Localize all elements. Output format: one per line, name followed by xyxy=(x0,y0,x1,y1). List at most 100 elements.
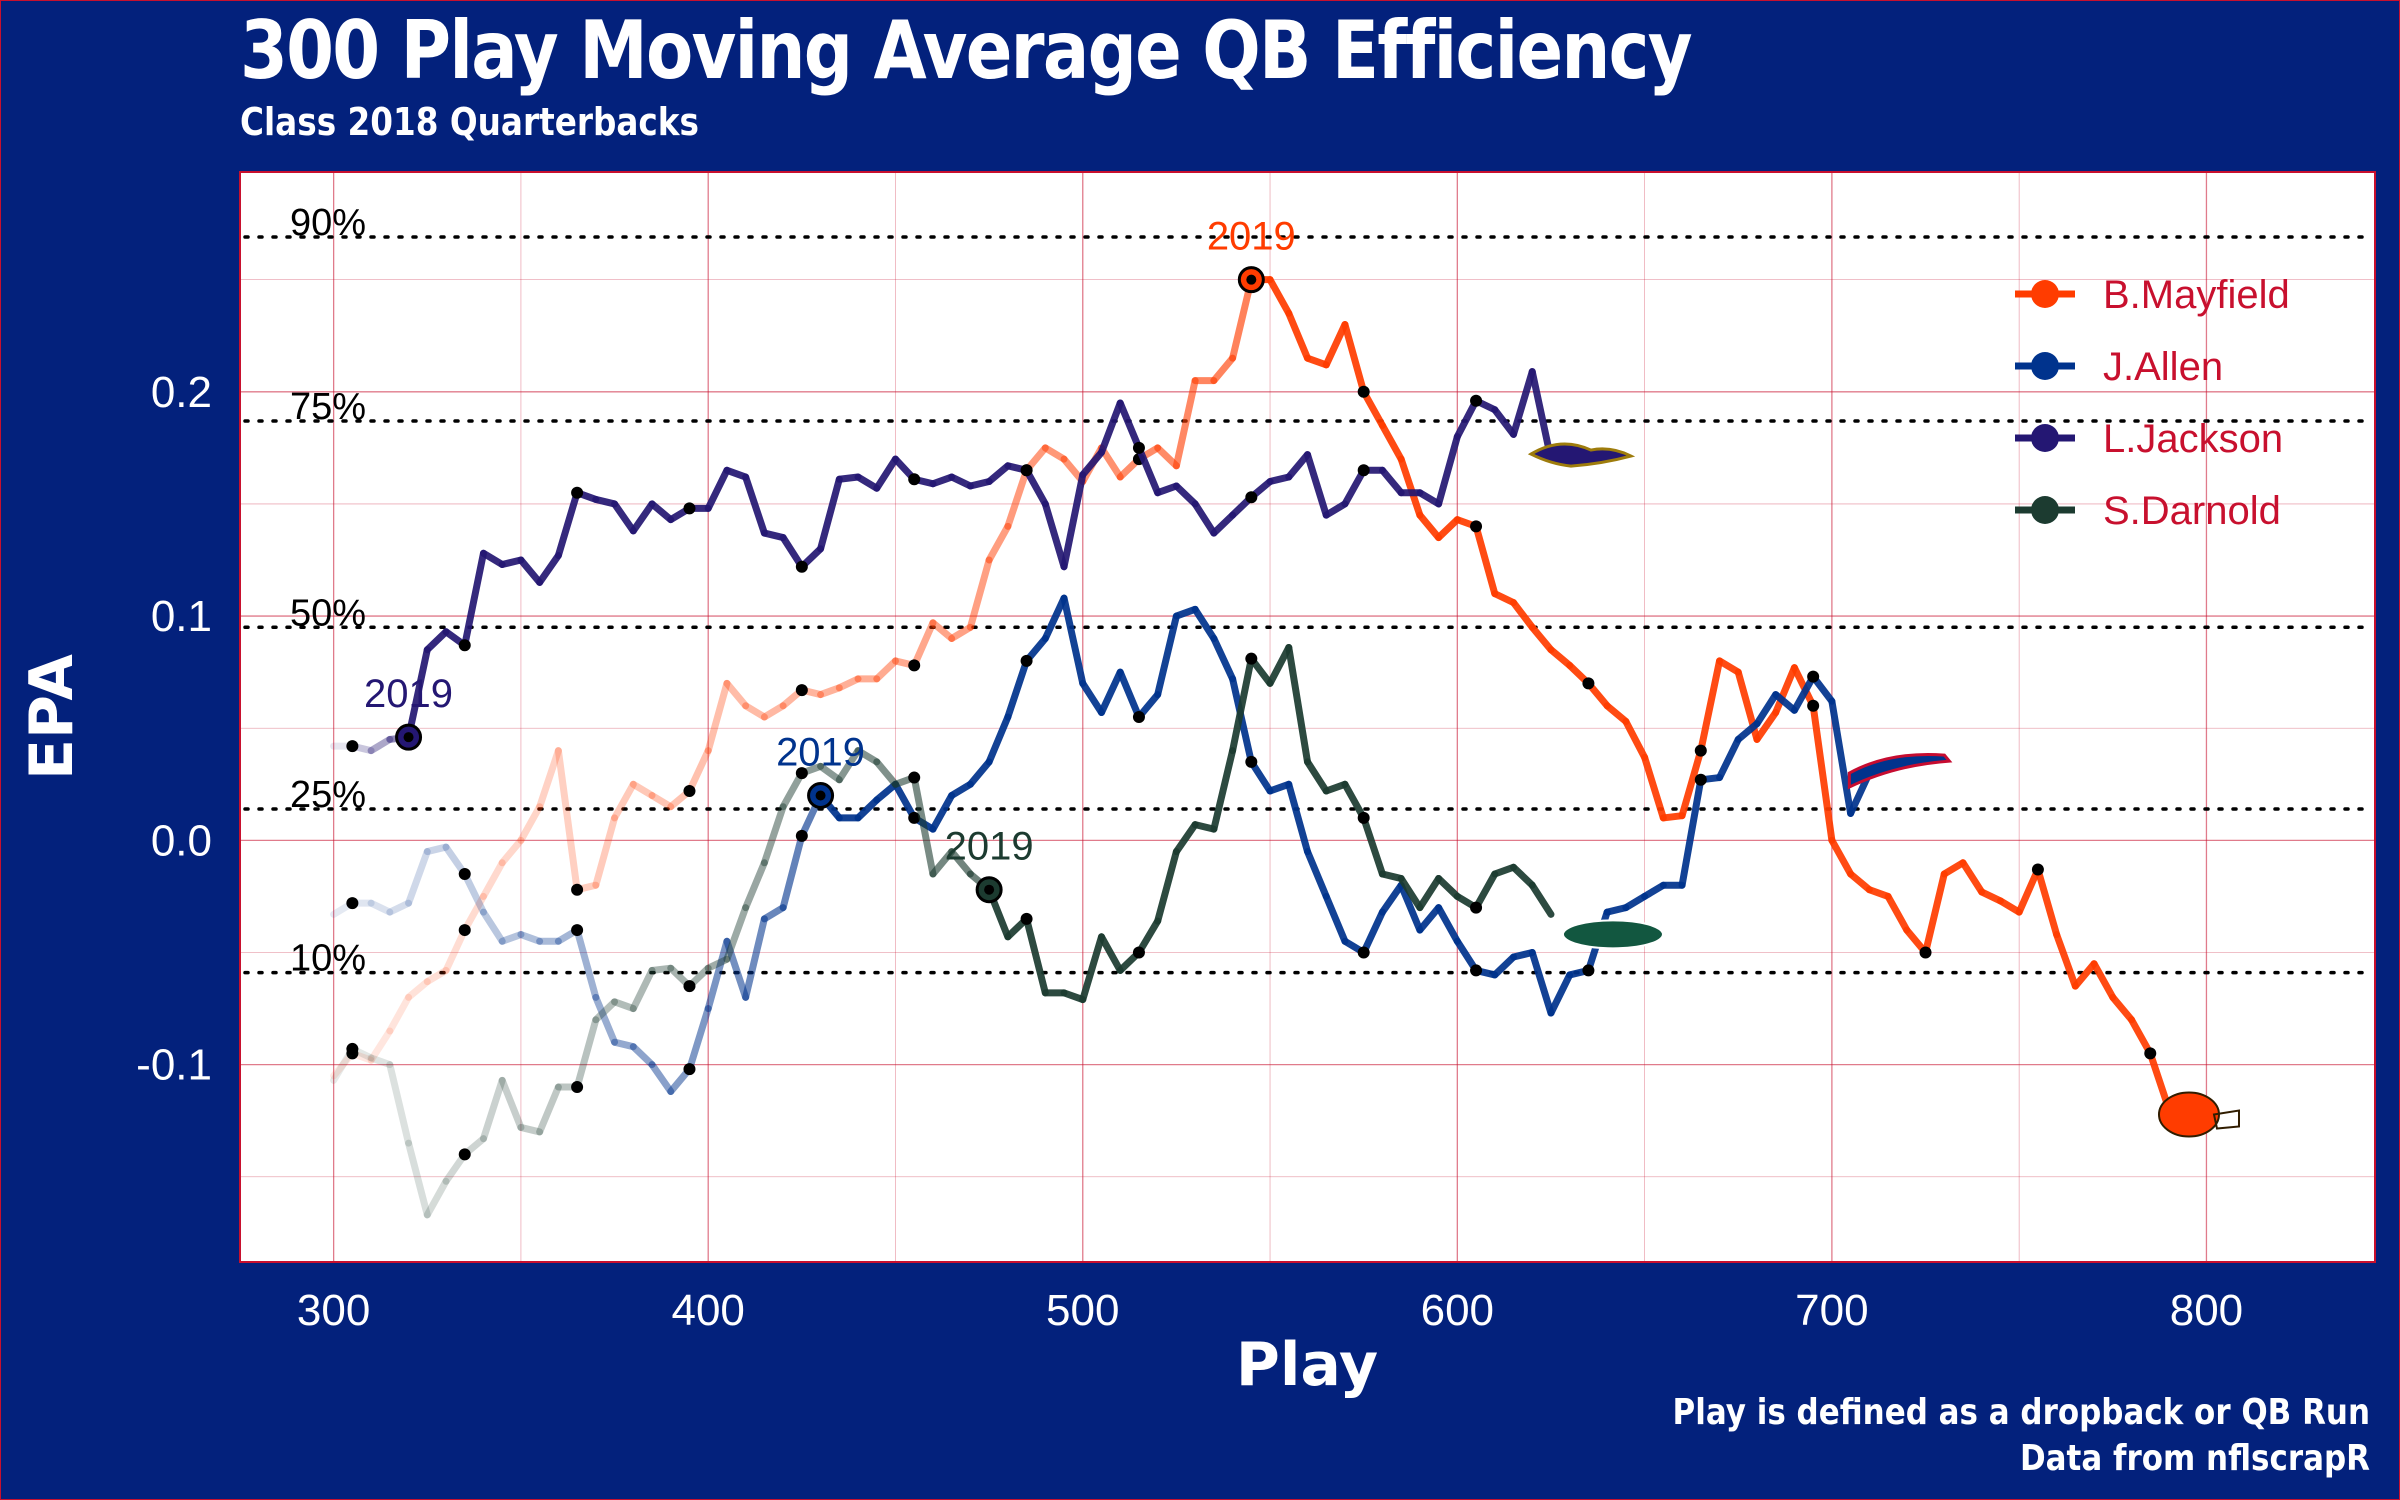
series-segment-b-mayfield xyxy=(1472,522,1499,598)
caption-line-2: Data from nflscrapR xyxy=(2019,1438,2370,1479)
series-segment-b-mayfield xyxy=(1528,623,1555,654)
caption-line-1: Play is defined as a dropback or QB Run xyxy=(1672,1392,2370,1433)
season-marker-dot xyxy=(403,732,414,743)
series-segment-l-jackson xyxy=(1322,500,1349,519)
series-segment-l-jackson xyxy=(461,549,487,649)
series-segment-l-jackson xyxy=(704,466,731,512)
play-dot xyxy=(795,767,808,780)
series-segment-s-darnold xyxy=(330,1045,356,1084)
series-segment-l-jackson xyxy=(817,475,843,553)
series-segment-j-allen xyxy=(1491,953,1518,979)
series-segment-j-allen xyxy=(1210,635,1237,683)
play-dot xyxy=(1357,946,1370,959)
series-segment-s-darnold xyxy=(1304,758,1330,795)
play-dot xyxy=(1020,464,1033,477)
series-segment-b-mayfield xyxy=(723,679,750,710)
series-segment-b-mayfield xyxy=(1397,455,1424,519)
series-segment-j-allen xyxy=(760,904,787,923)
series-segment-l-jackson xyxy=(554,489,581,560)
series-segment-j-allen xyxy=(873,780,899,804)
series-segment-l-jackson xyxy=(536,552,562,586)
series-segment-b-mayfield xyxy=(760,702,787,721)
series-segment-s-darnold xyxy=(1135,917,1162,956)
series-segment-s-darnold xyxy=(367,1054,394,1069)
series-segment-s-darnold xyxy=(517,1123,544,1136)
series-segment-s-darnold xyxy=(1435,874,1461,900)
play-dot xyxy=(795,829,808,842)
play-dot xyxy=(1132,441,1145,454)
series-segment-b-mayfield xyxy=(1622,717,1649,761)
annotation-layer: 2019 2019 2019 2019 xyxy=(364,215,2240,1138)
series-segment-s-darnold xyxy=(1341,780,1368,822)
legend-key-dot xyxy=(2031,424,2059,452)
play-dot xyxy=(1357,464,1370,477)
series-segment-j-allen xyxy=(1304,848,1330,900)
x-tick-labels: 300 400 500 600 700 800 xyxy=(297,1286,2243,1335)
series-segment-b-mayfield xyxy=(1959,859,1986,896)
series-segment-s-darnold xyxy=(1154,848,1180,925)
series-segment-b-mayfield xyxy=(1940,859,1967,878)
series-segment-l-jackson xyxy=(1416,489,1443,508)
legend-label: S.Darnold xyxy=(2103,489,2281,533)
play-dot xyxy=(2031,863,2044,876)
play-dot xyxy=(1357,811,1370,824)
ravens-logo-icon xyxy=(1527,442,1636,468)
play-dot xyxy=(1132,711,1145,723)
series-segment-j-allen xyxy=(1004,657,1031,721)
series-segment-j-allen xyxy=(1435,904,1461,945)
series-segment-s-darnold xyxy=(704,955,731,972)
series-segment-b-mayfield xyxy=(2109,993,2136,1024)
series-segment-b-mayfield xyxy=(835,675,862,692)
series-segment-l-jackson xyxy=(1285,451,1311,481)
series-segment-b-mayfield xyxy=(1753,709,1780,743)
series-segment-b-mayfield xyxy=(817,684,843,699)
play-dot xyxy=(908,473,921,486)
series-segment-b-mayfield xyxy=(629,780,656,799)
series-segment-b-mayfield xyxy=(1603,702,1630,725)
series-segment-j-allen xyxy=(1641,881,1667,900)
series-segment-b-mayfield xyxy=(1041,444,1068,463)
series-segment-s-darnold xyxy=(1285,643,1311,766)
play-dot xyxy=(1245,491,1258,504)
series-segment-j-allen xyxy=(1753,691,1780,728)
season-label: 2019 xyxy=(776,730,865,774)
series-segment-b-mayfield xyxy=(704,679,731,755)
series-segment-s-darnold xyxy=(648,964,675,974)
series-segment-j-allen xyxy=(1416,904,1443,934)
series-segment-j-allen xyxy=(1716,735,1742,782)
play-dot xyxy=(1357,385,1370,398)
play-dot xyxy=(346,1042,359,1055)
series-segment-j-allen xyxy=(1378,881,1405,916)
series-segment-l-jackson xyxy=(648,500,675,524)
series-segment-b-mayfield xyxy=(929,619,956,643)
bills-logo-icon xyxy=(1847,753,1953,790)
series-segment-j-allen xyxy=(1041,594,1068,643)
play-dot xyxy=(1582,964,1595,977)
series-segment-b-mayfield xyxy=(948,623,974,643)
series-segment-j-allen xyxy=(1285,780,1311,856)
series-segment-b-mayfield xyxy=(1285,309,1311,362)
series-segment-j-allen xyxy=(1547,971,1574,1017)
series-segment-s-darnold xyxy=(423,1177,450,1219)
series-segment-b-mayfield xyxy=(1322,321,1349,369)
series-segment-j-allen xyxy=(1397,881,1424,934)
series-segment-b-mayfield xyxy=(1996,897,2023,916)
series-segment-b-mayfield xyxy=(1678,747,1705,820)
series-segment-j-allen xyxy=(1828,697,1855,817)
series-segment-j-allen xyxy=(1734,720,1761,743)
series-segment-b-mayfield xyxy=(1828,836,1855,878)
series-segment-l-jackson xyxy=(1191,500,1218,537)
play-dot xyxy=(908,771,921,784)
season-marker-dot xyxy=(1246,274,1257,285)
series-segment-l-jackson xyxy=(1060,471,1087,571)
series-segment-l-jackson xyxy=(1116,399,1143,452)
series-segment-b-mayfield xyxy=(1435,516,1461,542)
series-segment-s-darnold xyxy=(1416,874,1443,912)
series-segment-j-allen xyxy=(498,931,525,945)
series-segment-s-darnold xyxy=(592,998,619,1024)
play-dot xyxy=(458,867,471,880)
series-segment-b-mayfield xyxy=(742,702,768,721)
play-dot xyxy=(1132,946,1145,959)
play-dot xyxy=(571,924,584,937)
series-segment-j-allen xyxy=(573,926,600,1001)
